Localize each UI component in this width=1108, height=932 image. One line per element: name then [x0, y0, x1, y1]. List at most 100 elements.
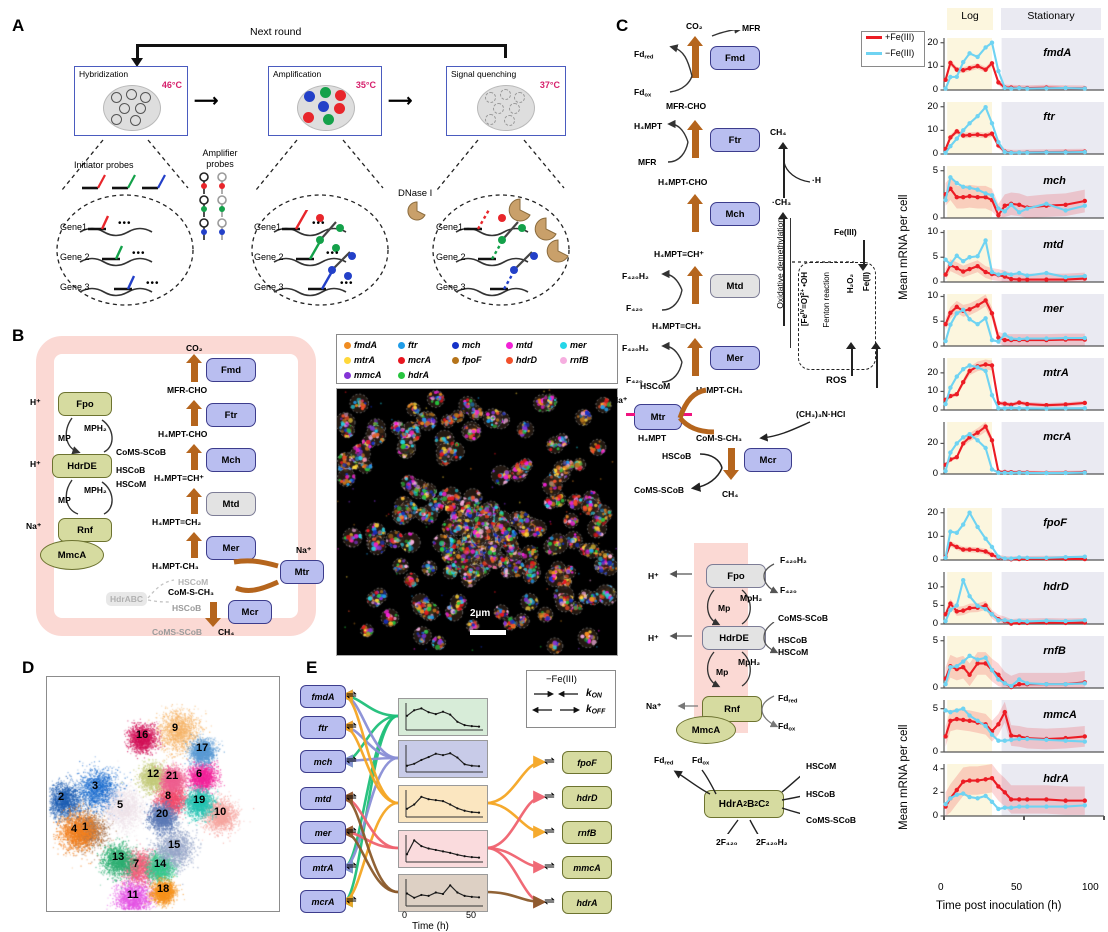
c-fdox-rnf: Fdox	[778, 721, 796, 733]
e-miniplot-4	[398, 874, 488, 912]
ytick-mcrA-20: 20	[927, 437, 938, 449]
legend-dot-icon	[452, 356, 459, 364]
metabolite-coms-scob: CoMS-SCoB	[116, 447, 167, 457]
ytick-mcrA-0: 0	[932, 468, 938, 479]
c-naplus-rnf: Na⁺	[646, 701, 662, 711]
legend-item-mer: mer	[560, 340, 587, 350]
e-miniplot-0	[398, 698, 488, 736]
ch4-flux-arrowhead	[778, 142, 788, 149]
scalebar	[470, 630, 506, 635]
c-flux-arrowhead	[687, 338, 703, 348]
c-metabolite-f420: F₄₂₀	[626, 303, 643, 313]
plot-mcrA	[900, 422, 1108, 484]
legend-text: mcrA	[408, 355, 432, 365]
step-hybridization-title: Hybridization	[79, 69, 129, 79]
xtick-mark-100	[1103, 816, 1105, 820]
enzyme-rnf: Rnf	[58, 518, 112, 542]
legend-swatch-minus-fe	[866, 52, 882, 55]
plot-svg-mch	[940, 166, 1104, 219]
metabolite-h4mpt-cho: H₄MPT-CHO	[158, 429, 208, 439]
enzyme-mtr: Mtr	[280, 560, 324, 584]
c-comsscob-hdrabc: CoMS-SCoB	[806, 815, 857, 825]
e-node-mtd[interactable]: mtd	[300, 787, 346, 810]
ros-arrow-line	[851, 348, 853, 376]
enzyme-mmca: MmcA	[40, 540, 104, 570]
metabolite-mph2: MPH₂	[84, 485, 107, 495]
legend-label-plus-fe: +Fe(III)	[885, 32, 915, 42]
plot-gene-label-mtrA: mtrA	[1043, 367, 1069, 380]
e-legend-box	[526, 670, 616, 728]
legend-item-mtd: mtd	[506, 340, 533, 350]
probe-ring	[119, 103, 130, 114]
phase-band-log-header	[947, 8, 993, 30]
e-reversible-arrow-fpoF: ⇌	[544, 753, 555, 768]
c-metabolite-com-s-ch3: CoM-S-CH₃	[696, 433, 742, 443]
e-node-mch[interactable]: mch	[300, 750, 346, 773]
e-node-fpoF[interactable]: fpoF	[562, 751, 612, 774]
e-node-mcrA[interactable]: mcrA	[300, 890, 346, 913]
c-flux-arrowhead	[687, 120, 703, 130]
strand-ellipsis: •••	[146, 278, 160, 289]
metabolite-co2: CO₂	[186, 343, 203, 353]
c-enzyme-mtd: Mtd	[710, 274, 760, 298]
ytick-mch-0: 0	[932, 212, 938, 223]
ros-label: ROS	[826, 375, 847, 386]
e-legend-koff: kOFF	[586, 704, 606, 716]
e-node-fmdA[interactable]: fmdA	[300, 685, 346, 708]
e-node-rnfB[interactable]: rnfB	[562, 821, 612, 844]
plot-gene-label-mtd: mtd	[1043, 239, 1064, 252]
gene-label-3: Gene 3	[436, 282, 466, 292]
legend-text: hdrA	[408, 370, 429, 380]
e-node-hdrD[interactable]: hdrD	[562, 786, 612, 809]
gene-label-1: Gene1	[254, 222, 282, 232]
metabolite-hscom-faded: HSCoM	[178, 577, 209, 587]
enzyme-mer: Mer	[206, 536, 256, 560]
e-node-mer[interactable]: mer	[300, 821, 346, 844]
c-metabolite-mfr-2: MFR	[638, 157, 657, 167]
e-reversible-arrow-mer: ⇌	[346, 823, 357, 838]
next-round-label: Next round	[250, 26, 302, 38]
c-ftr-curves	[667, 119, 689, 163]
mtr-flux-curve	[233, 558, 280, 593]
c-flux-arrow	[692, 274, 699, 304]
scalebar-label: 2µm	[470, 608, 491, 619]
c-2f420h2: 2F₄₂₀H₂	[756, 837, 788, 847]
metabolite-h4mpt-ch3: H₄MPT-CH₃	[152, 561, 199, 571]
plot-mer	[900, 294, 1108, 356]
e-reversible-arrow-mmcA: ⇌	[544, 858, 555, 873]
amplified-dot	[334, 103, 345, 114]
e-legend-arrows	[531, 690, 581, 714]
strand-ellipsis: •••	[118, 218, 132, 229]
e-time-50: 50	[466, 910, 477, 920]
dnase-pacman-group	[508, 198, 569, 263]
ytick-mch-5: 5	[932, 164, 938, 176]
plot-mmcA	[900, 700, 1108, 762]
panel-c-letter: C	[616, 16, 629, 35]
e-legend-title: −Fe(III)	[546, 674, 577, 685]
c-metabolite-h4mpt-cho: H₄MPT-CHO	[658, 177, 708, 187]
probe-ring	[130, 115, 141, 126]
e-node-mmcA[interactable]: mmcA	[562, 856, 612, 879]
umap-plot	[46, 676, 280, 912]
e-node-hdrA[interactable]: hdrA	[562, 891, 612, 914]
enzyme-ftr: Ftr	[206, 403, 256, 427]
panel-e-letter: E	[306, 658, 318, 677]
plot-svg-hdrA	[940, 764, 1104, 817]
flux-arrow	[191, 360, 198, 382]
c-flux-arrowhead-down	[723, 470, 739, 480]
flux-arrowhead	[186, 488, 202, 497]
c-xlabel: Time post inoculation (h)	[936, 900, 1062, 912]
e-node-ftr[interactable]: ftr	[300, 716, 346, 739]
ytick-hdrA-2: 2	[932, 786, 938, 798]
c-fdred-rnf: Fdred	[778, 693, 798, 705]
e-node-mtrA[interactable]: mtrA	[300, 856, 346, 879]
h2o2-label: H₂O₂	[846, 274, 855, 294]
legend-text: mmcA	[354, 370, 382, 380]
plot-gene-label-mer: mer	[1043, 303, 1064, 316]
enzyme-hdrabc-faded: HdrABC	[106, 592, 148, 606]
legend-text: mer	[570, 340, 587, 350]
c-mp-2: Mp	[716, 667, 729, 677]
ytick-fmdA-0: 0	[932, 84, 938, 95]
c-hplus-hdrde: H⁺	[648, 633, 659, 643]
c-ylabel-top: Mean mRNA per cell	[898, 194, 910, 300]
